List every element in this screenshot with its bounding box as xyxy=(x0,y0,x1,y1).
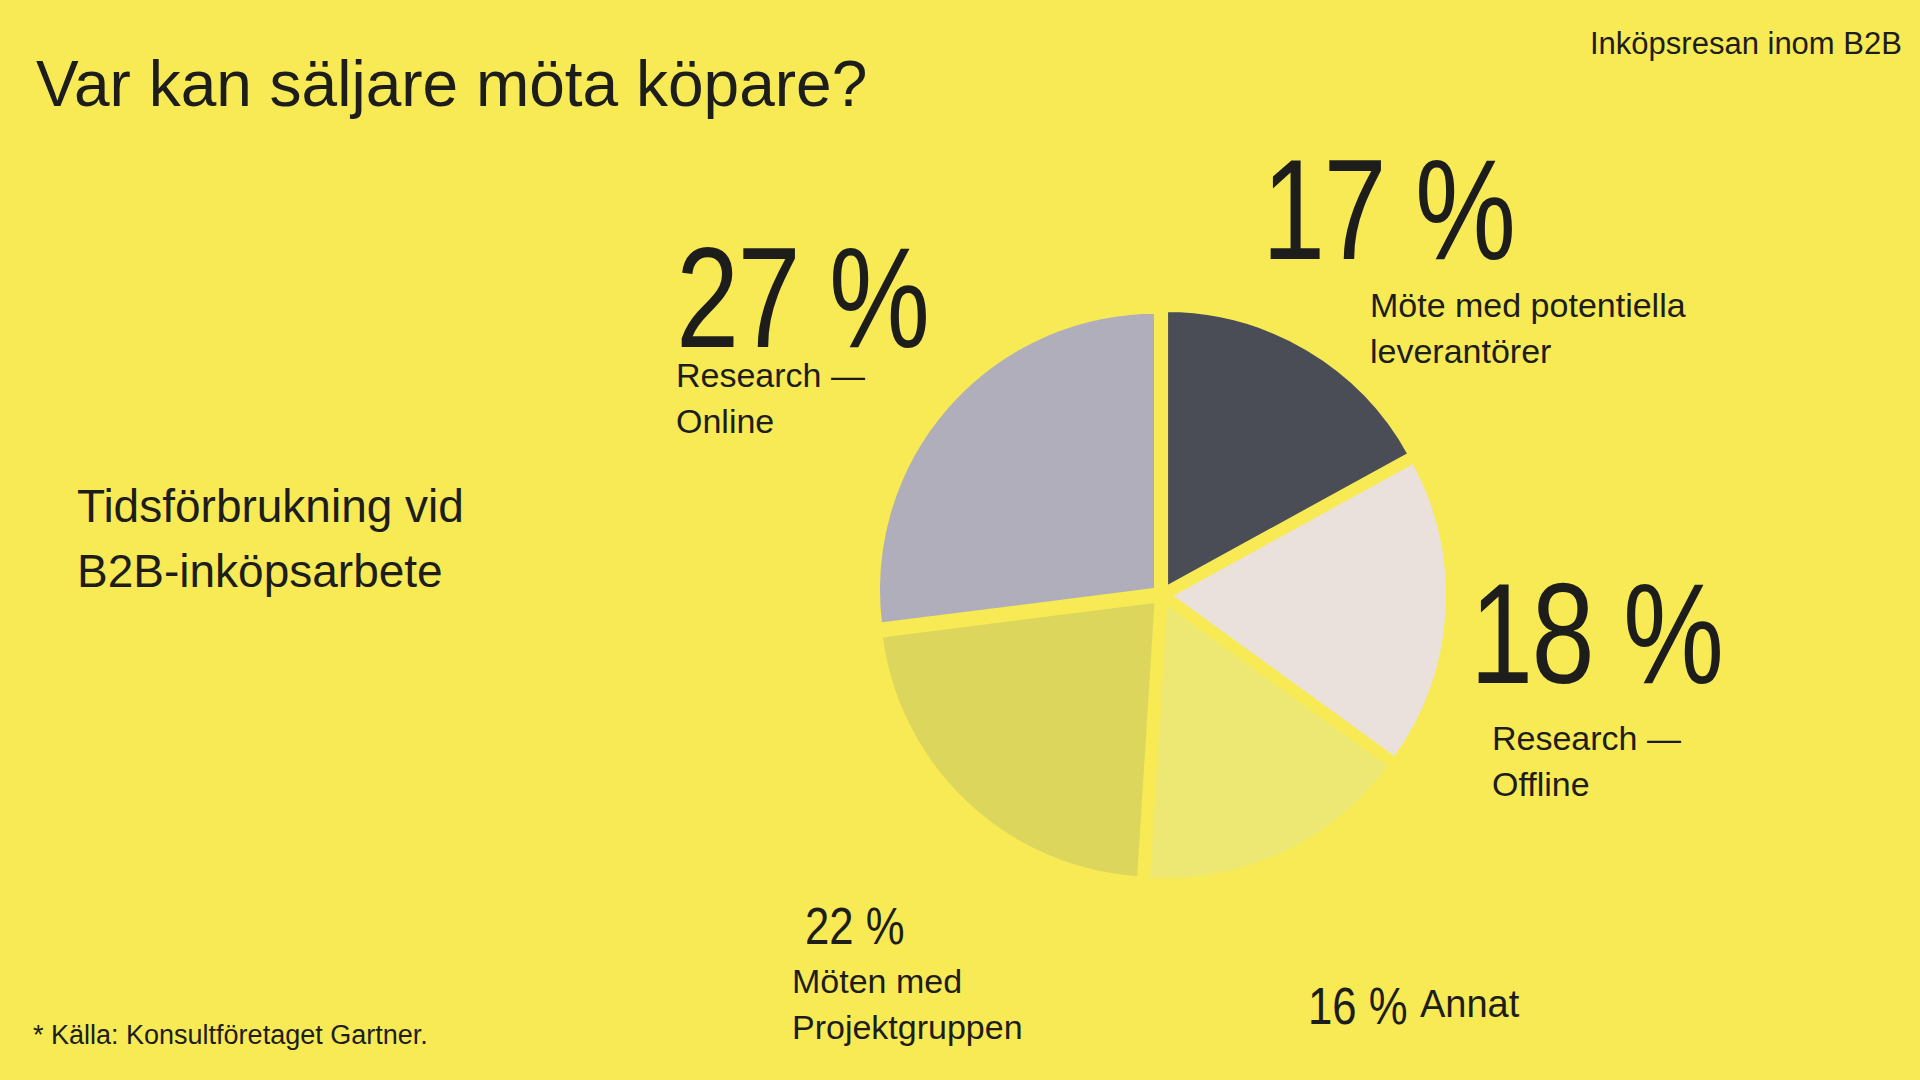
percent-projectgroup: 22 % xyxy=(805,896,905,956)
label-research-online: Research — Online xyxy=(676,352,865,444)
chart-caption: Tidsförbrukning vid B2B-inköpsarbete xyxy=(77,474,464,604)
label-suppliers: Möte med potentiella leverantörer xyxy=(1370,282,1686,374)
chart-caption-line2: B2B-inköpsarbete xyxy=(77,539,464,604)
percent-other: 16 % xyxy=(1308,976,1408,1036)
percent-research-offline: 18 % xyxy=(1470,552,1723,716)
label-other: Annat xyxy=(1420,983,1519,1026)
percent-suppliers: 17 % xyxy=(1262,128,1515,292)
pie-slice-m-ten-med-projektgruppen xyxy=(881,601,1157,878)
chart-caption-line1: Tidsförbrukning vid xyxy=(77,474,464,539)
source-note: * Källa: Konsultföretaget Gartner. xyxy=(33,1020,428,1051)
label-research-offline: Research — Offline xyxy=(1492,715,1681,807)
label-projectgroup: Möten med Projektgruppen xyxy=(792,958,1023,1050)
